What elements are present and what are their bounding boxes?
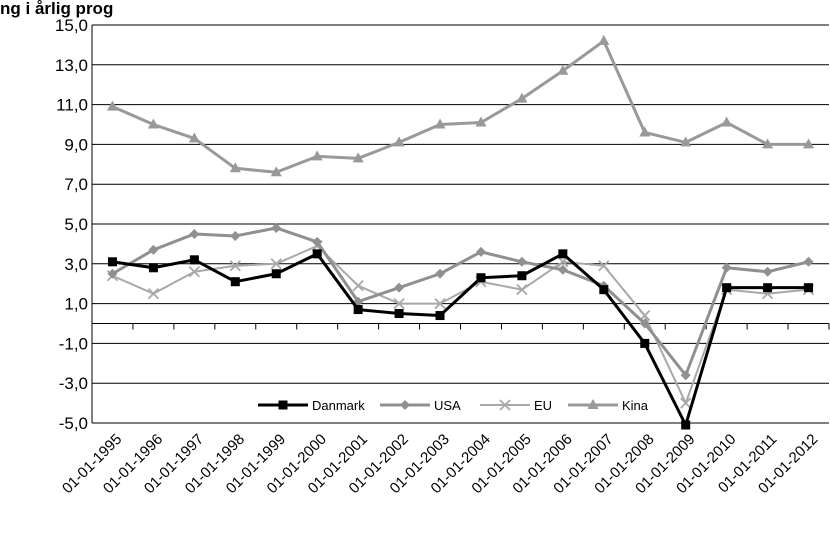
data-point-kina	[434, 118, 446, 129]
data-point-kina	[188, 132, 200, 143]
data-point-kina	[270, 166, 282, 177]
data-point-eu	[229, 260, 241, 272]
data-point-kina	[639, 126, 651, 137]
data-point-danmark	[271, 269, 281, 279]
y-tick-label: 9,0	[64, 135, 88, 154]
y-tick-label: -5,0	[59, 414, 88, 433]
data-point-usa	[680, 370, 691, 381]
legend-item-eu: EU	[480, 398, 552, 413]
legend-label: USA	[434, 398, 461, 413]
data-point-eu	[270, 258, 282, 270]
data-point-kina	[352, 152, 364, 163]
data-point-usa	[394, 282, 405, 293]
legend-background	[252, 395, 662, 415]
data-point-danmark	[476, 273, 486, 283]
legend-item-kina: Kina	[568, 398, 649, 413]
y-tick-label: 15,0	[55, 16, 88, 35]
legend-marker	[499, 399, 511, 411]
legend: Danmark USA EU Kina	[252, 395, 662, 415]
data-point-kina	[311, 150, 323, 161]
y-tick-label: 1,0	[64, 295, 88, 314]
data-point-eu	[516, 284, 528, 296]
data-point-kina	[803, 138, 815, 149]
data-point-danmark	[681, 420, 691, 430]
data-point-usa	[475, 246, 486, 257]
data-point-eu	[188, 266, 200, 278]
data-point-eu	[352, 280, 364, 292]
data-point-danmark	[394, 309, 404, 319]
data-point-kina	[475, 116, 487, 127]
data-point-kina	[557, 64, 569, 75]
data-point-danmark	[230, 277, 240, 287]
legend-label: EU	[534, 398, 552, 413]
series-danmark	[107, 249, 814, 430]
data-point-usa	[721, 262, 732, 273]
data-point-usa	[803, 256, 814, 267]
legend-marker	[587, 399, 599, 409]
series-line-usa	[111, 226, 809, 377]
data-point-danmark	[312, 249, 322, 259]
data-point-usa	[435, 268, 446, 279]
data-point-usa	[639, 318, 650, 329]
data-point-danmark	[640, 338, 650, 348]
data-point-danmark	[517, 271, 527, 281]
legend-marker	[400, 400, 410, 410]
data-point-eu	[598, 260, 610, 272]
data-point-kina	[516, 92, 528, 103]
data-point-usa	[271, 222, 282, 233]
series-usa	[107, 222, 814, 381]
y-tick-label: -1,0	[59, 334, 88, 353]
data-point-usa	[762, 266, 773, 277]
data-point-danmark	[558, 249, 568, 259]
series-line-kina	[111, 39, 809, 174]
data-point-danmark	[763, 283, 773, 293]
data-point-danmark	[353, 305, 363, 315]
data-point-danmark	[599, 285, 609, 295]
series-kina	[106, 34, 815, 177]
data-point-kina	[598, 34, 610, 45]
data-point-eu	[680, 397, 692, 409]
series-group	[106, 34, 815, 430]
data-point-eu	[434, 297, 446, 310]
data-point-danmark	[804, 283, 814, 293]
y-tick-label: 11,0	[56, 96, 88, 115]
legend-marker	[278, 400, 288, 410]
series-line-eu	[112, 244, 809, 405]
data-point-kina	[147, 118, 159, 129]
data-point-usa	[189, 228, 200, 239]
legend-item-danmark: Danmark	[258, 398, 365, 413]
data-point-danmark	[435, 311, 445, 321]
y-axis: 15,0 13,0 11,0 9,0 7,0 5,0 3,0 1,0 -1,0 -3,0 -5,0	[55, 16, 93, 433]
y-tick-label: 7,0	[64, 175, 88, 194]
data-point-kina	[393, 136, 405, 147]
data-point-usa	[516, 256, 527, 267]
legend-item-usa: USA	[380, 398, 461, 413]
data-point-kina	[229, 162, 241, 173]
data-point-kina	[721, 116, 733, 127]
legend-label: Kina	[622, 398, 649, 413]
y-tick-label: 5,0	[64, 215, 88, 234]
y-tick-label: -3,0	[59, 374, 88, 393]
data-point-danmark	[107, 257, 117, 267]
data-point-eu	[393, 297, 405, 310]
series-line-danmark	[112, 252, 809, 427]
gridlines	[92, 24, 829, 424]
chart-title: ng i årlig prog	[0, 0, 113, 18]
data-point-kina	[106, 100, 118, 111]
data-point-danmark	[722, 283, 732, 293]
data-point-usa	[148, 244, 159, 255]
legend-label: Danmark	[312, 398, 365, 413]
data-point-usa	[107, 268, 118, 279]
data-point-usa	[230, 230, 241, 241]
y-tick-label: 3,0	[64, 255, 88, 274]
data-point-danmark	[189, 255, 199, 265]
data-point-kina	[762, 138, 774, 149]
y-tick-label: 13,0	[55, 56, 88, 75]
data-point-usa	[312, 236, 323, 247]
data-point-kina	[680, 136, 692, 147]
data-point-danmark	[148, 263, 158, 273]
data-point-eu	[147, 288, 160, 300]
data-point-usa	[557, 264, 568, 275]
